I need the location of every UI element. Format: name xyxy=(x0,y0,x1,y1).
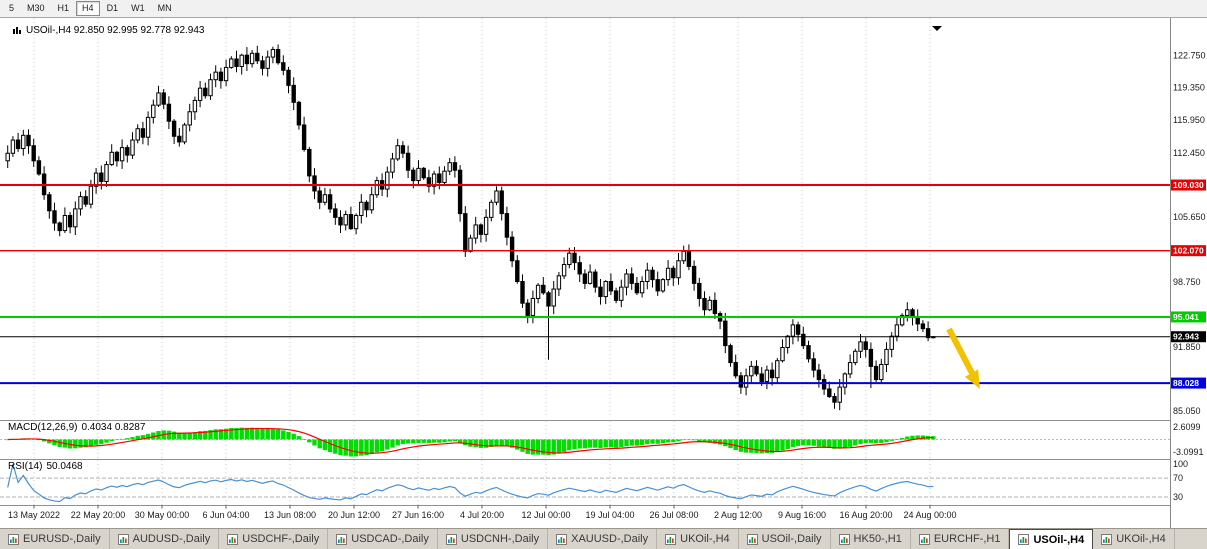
chart-tab-label: USDCAD-,Daily xyxy=(351,533,429,545)
svg-text:30 May 00:00: 30 May 00:00 xyxy=(135,510,190,520)
chart-tab-icon xyxy=(556,533,568,545)
svg-text:-3.0991: -3.0991 xyxy=(1173,447,1204,457)
svg-text:85.050: 85.050 xyxy=(1173,406,1201,416)
timeframe-button-d1[interactable]: D1 xyxy=(101,1,125,16)
chart-tab-label: AUDUSD-,Daily xyxy=(132,533,211,545)
chart-tab-icon xyxy=(1101,533,1113,545)
chart-tab-icon xyxy=(445,533,457,545)
svg-text:27 Jun 16:00: 27 Jun 16:00 xyxy=(392,510,444,520)
chart-tab-label: HK50-,H1 xyxy=(853,533,902,545)
chart-tab-icon xyxy=(117,533,129,545)
chart-tab-label: EURUSD-,Daily xyxy=(23,533,101,545)
price-badge-102.070 xyxy=(1171,245,1206,257)
svg-text:22 May 20:00: 22 May 20:00 xyxy=(71,510,126,520)
svg-text:92.943: 92.943 xyxy=(1173,332,1199,342)
svg-text:19 Jul 04:00: 19 Jul 04:00 xyxy=(585,510,634,520)
chart-tab-label: XAUUSD-,Daily xyxy=(571,533,649,545)
timeframe-button-m30[interactable]: M30 xyxy=(21,1,51,16)
chart-tab-xauusd-daily[interactable]: XAUUSD-,Daily xyxy=(548,529,658,549)
chart-tab-label: UKOil-,H4 xyxy=(1116,533,1166,545)
time-axis[interactable]: 13 May 2022 22 May 20:00 30 May 00:00 6 Jun… xyxy=(8,505,957,521)
chart-background xyxy=(0,18,1207,528)
chart-tab-label: UKOil-,H4 xyxy=(680,533,730,545)
drawn-arrow-annotation[interactable] xyxy=(946,327,980,389)
svg-text:95.041: 95.041 xyxy=(1173,312,1199,322)
svg-text:91.850: 91.850 xyxy=(1173,342,1201,352)
timeframe-button-w1[interactable]: W1 xyxy=(125,1,151,16)
chart-tab-usdchf-daily[interactable]: USDCHF-,Daily xyxy=(219,529,329,549)
svg-text:2 Aug 12:00: 2 Aug 12:00 xyxy=(714,510,762,520)
rsi-line xyxy=(7,463,934,503)
chart-tab-icon xyxy=(746,533,758,545)
chart-tab-icon xyxy=(665,533,677,545)
chart-tab-icon xyxy=(838,533,850,545)
svg-text:13 Jun 08:00: 13 Jun 08:00 xyxy=(264,510,316,520)
price-badge-109.030 xyxy=(1171,179,1206,191)
svg-text:70: 70 xyxy=(1173,473,1183,483)
chart-tab-eurusd-daily[interactable]: EURUSD-,Daily xyxy=(0,529,110,549)
chart-tab-ukoil-h4[interactable]: UKOil-,H4 xyxy=(1093,529,1175,549)
svg-text:9 Aug 16:00: 9 Aug 16:00 xyxy=(778,510,826,520)
price-badge-95.041 xyxy=(1171,311,1206,323)
chart-tab-eurchf-h1[interactable]: EURCHF-,H1 xyxy=(911,529,1010,549)
chart-tab-icon xyxy=(1018,534,1030,545)
chart-canvas[interactable]: 122.750 119.350 115.950 112.450 105.650 98.75… xyxy=(0,18,1207,528)
svg-text:16 Aug 20:00: 16 Aug 20:00 xyxy=(839,510,892,520)
chart-tab-ukoil-h4[interactable]: UKOil-,H4 xyxy=(657,529,739,549)
chart-tab-label: USOil-,H4 xyxy=(1033,533,1085,546)
macd-histogram xyxy=(5,427,936,457)
svg-text:122.750: 122.750 xyxy=(1173,51,1206,61)
timeframe-toolbar: 5 M30 H1 H4 D1 W1 MN xyxy=(0,0,1207,18)
svg-text:88.028: 88.028 xyxy=(1173,378,1199,388)
chart-tab-usoil-h4[interactable]: USOil-,H4 xyxy=(1009,529,1094,549)
chart-tab-label: USOil-,Daily xyxy=(761,533,822,545)
chart-shift-marker[interactable] xyxy=(932,26,942,31)
svg-text:4 Jul 20:00: 4 Jul 20:00 xyxy=(460,510,504,520)
svg-text:12 Jul 00:00: 12 Jul 00:00 xyxy=(521,510,570,520)
svg-text:20 Jun 12:00: 20 Jun 12:00 xyxy=(328,510,380,520)
svg-text:102.070: 102.070 xyxy=(1173,246,1204,256)
chart-tab-hk50-h1[interactable]: HK50-,H1 xyxy=(831,529,911,549)
price-axis[interactable] xyxy=(1170,18,1207,528)
svg-text:26 Jul 08:00: 26 Jul 08:00 xyxy=(649,510,698,520)
svg-text:105.650: 105.650 xyxy=(1173,212,1206,222)
svg-text:98.750: 98.750 xyxy=(1173,277,1201,287)
svg-text:13 May 2022: 13 May 2022 xyxy=(8,510,60,520)
svg-text:109.030: 109.030 xyxy=(1173,180,1204,190)
timeframe-button-h1[interactable]: H1 xyxy=(52,1,76,16)
macd-signal-line xyxy=(7,427,934,454)
svg-text:6 Jun 04:00: 6 Jun 04:00 xyxy=(202,510,249,520)
svg-text:119.350: 119.350 xyxy=(1173,83,1205,93)
chart-tab-audusd-daily[interactable]: AUDUSD-,Daily xyxy=(110,529,220,549)
chart-tab-label: USDCHF-,Daily xyxy=(242,533,320,545)
chart-tab-icon xyxy=(918,533,930,545)
timeframe-button-5[interactable]: 5 xyxy=(3,1,20,16)
svg-text:115.950: 115.950 xyxy=(1173,115,1205,125)
price-badge-88.028 xyxy=(1171,377,1206,389)
horizontal-level-lines xyxy=(0,184,1170,385)
chart-tab-label: EURCHF-,H1 xyxy=(933,533,1001,545)
svg-text:2.6099: 2.6099 xyxy=(1173,422,1201,432)
chart-tab-icon xyxy=(227,533,239,545)
chart-tab-icon xyxy=(336,533,348,545)
svg-text:100: 100 xyxy=(1173,459,1188,469)
timeframe-button-mn[interactable]: MN xyxy=(152,1,178,16)
price-badge-92.943 xyxy=(1171,331,1206,343)
chart-tab-usoil-daily[interactable]: USOil-,Daily xyxy=(739,529,831,549)
svg-text:112.450: 112.450 xyxy=(1173,148,1205,158)
chart-tab-usdcnh-daily[interactable]: USDCNH-,Daily xyxy=(438,529,549,549)
chart-tab-usdcad-daily[interactable]: USDCAD-,Daily xyxy=(328,529,438,549)
chart-tab-label: USDCNH-,Daily xyxy=(460,533,540,545)
chart-tab-bar: EURUSD-,Daily AUDUSD-,Daily USDCHF-,Daily U… xyxy=(0,528,1207,549)
svg-text:24 Aug 00:00: 24 Aug 00:00 xyxy=(903,510,956,520)
timeframe-button-h4[interactable]: H4 xyxy=(76,1,100,16)
price-axis-labels: 122.750 119.350 115.950 112.450 105.650 98.75… xyxy=(1171,51,1206,502)
svg-text:30: 30 xyxy=(1173,492,1183,502)
chart-tab-icon xyxy=(8,533,19,545)
